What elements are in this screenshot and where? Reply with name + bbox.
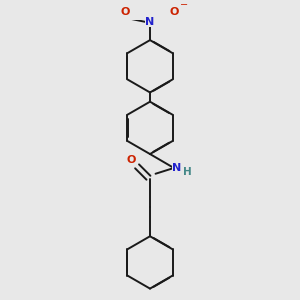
Text: N: N: [172, 163, 182, 172]
Text: O: O: [126, 155, 136, 165]
Text: O: O: [170, 8, 179, 17]
Text: −: −: [180, 0, 188, 10]
Text: N: N: [146, 16, 154, 27]
Text: H: H: [183, 167, 192, 177]
Text: O: O: [121, 8, 130, 17]
